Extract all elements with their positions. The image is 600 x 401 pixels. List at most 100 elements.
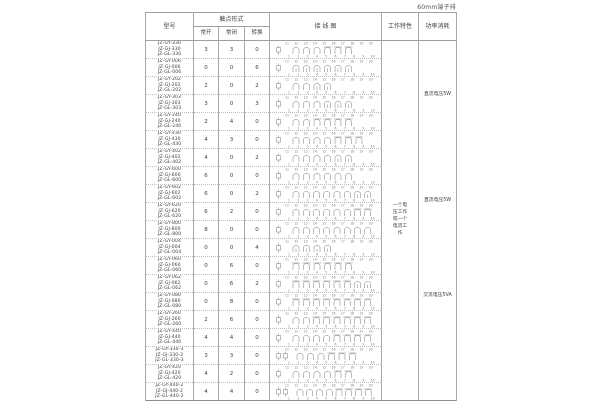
model-number: JZ-GY-430 [157,131,182,137]
svg-text:9: 9 [362,217,364,220]
svg-text:18: 18 [350,150,354,154]
svg-text:19: 19 [359,78,363,82]
model-number: JZ-GJ-420 [158,370,181,376]
svg-text:8: 8 [353,109,355,112]
model-number: JZ-GL-006 [157,70,182,76]
contact-count-co: 6 [244,58,270,77]
svg-text:13: 13 [303,312,307,316]
svg-text:2: 2 [297,343,299,346]
table-row: JZ-GY-202 JZ-GJ-202 JZ-GL-202 2 0 2 11 12 13 14 15… [145,76,457,95]
svg-text:5: 5 [325,55,327,58]
svg-text:9: 9 [362,343,364,346]
svg-text:5: 5 [325,397,327,400]
svg-text:2: 2 [297,361,299,364]
svg-text:19: 19 [359,312,363,316]
svg-text:15: 15 [322,96,326,100]
svg-text:15: 15 [322,294,326,298]
wiring-diagram-cell: 11 12 13 14 15 16 17 18 19 20 1 2 3 4 5 6 7 8 9 10 [269,328,382,347]
svg-text:9: 9 [362,109,364,112]
svg-text:9: 9 [362,163,364,166]
svg-text:13: 13 [303,258,307,262]
svg-text:8: 8 [353,343,355,346]
svg-text:12: 12 [294,258,298,262]
svg-text:4: 4 [315,55,317,58]
svg-text:5: 5 [325,325,327,328]
wiring-diagram-cell: 11 12 13 14 15 16 17 18 19 20 1 2 3 4 5 6 7 8 9 10 [269,148,382,167]
svg-text:15: 15 [322,348,326,352]
svg-text:1: 1 [288,73,290,76]
svg-text:18: 18 [350,330,354,334]
svg-text:7: 7 [343,307,345,310]
power-consumption-labels: 直流电压5W 直流电压5W 交流电压5VA [420,44,456,398]
svg-text:13: 13 [303,168,307,172]
svg-text:11: 11 [285,294,289,298]
model-number: JZ-GJ-303 [158,100,181,106]
model-cell: JZ-GY-060 JZ-GJ-060 JZ-GL-060 [145,256,194,275]
contact-count-no: 0 [193,256,219,275]
svg-text:8: 8 [353,73,355,76]
svg-text:4: 4 [315,145,317,148]
model-number: JZ-GY-440-2 [155,383,184,389]
model-number: JZ-GY-303 [157,95,182,101]
svg-text:6: 6 [334,127,336,130]
svg-text:13: 13 [303,204,307,208]
model-number: JZ-GL-240 [157,124,182,130]
svg-text:12: 12 [294,186,298,190]
svg-text:7: 7 [343,379,345,382]
wiring-diagram: 11 12 13 14 15 16 17 18 19 201 2 3 4 5 6 7 8 9 10 [275,114,374,130]
svg-text:1: 1 [288,181,290,184]
svg-text:6: 6 [334,199,336,202]
svg-text:13: 13 [303,96,307,100]
svg-text:7: 7 [343,109,345,112]
table-row: JZ-GY-080 JZ-GJ-080 JZ-GL-080 0 8 0 11 12 13 14 15… [145,292,457,311]
wiring-diagram-cell: 11 12 13 14 15 16 17 18 19 20 1 2 3 4 5 6 7 8 9 10 [269,346,382,365]
svg-text:18: 18 [350,276,354,280]
svg-text:7: 7 [343,55,345,58]
svg-text:1: 1 [288,343,290,346]
model-number: JZ-GL-080 [157,304,182,310]
svg-text:20: 20 [368,384,372,388]
svg-text:13: 13 [303,276,307,280]
svg-text:3: 3 [306,127,308,130]
svg-text:19: 19 [359,240,363,244]
svg-text:7: 7 [343,199,345,202]
svg-text:17: 17 [340,204,344,208]
contact-count-nc: 6 [218,256,245,275]
svg-text:18: 18 [350,132,354,136]
svg-text:19: 19 [359,330,363,334]
svg-text:17: 17 [340,294,344,298]
svg-text:3: 3 [306,199,308,202]
svg-text:18: 18 [350,348,354,352]
svg-text:3: 3 [306,55,308,58]
model-number: JZ-GL-440-2 [155,394,184,400]
table-row: JZ-GY-420 JZ-GJ-420 JZ-GL-420 4 2 0 11 12 13 14 15… [145,364,457,383]
contact-count-nc: 0 [218,76,245,95]
svg-text:13: 13 [303,150,307,154]
model-number: JZ-GJ-260 [158,316,181,322]
svg-text:10: 10 [370,91,374,94]
svg-text:7: 7 [343,217,345,220]
svg-text:3: 3 [306,397,308,400]
wiring-diagram: 11 12 13 14 15 16 17 18 19 201 2 3 4 5 6 7 8 9 10 [275,240,374,256]
svg-text:16: 16 [331,258,335,262]
svg-text:14: 14 [312,258,316,262]
svg-text:12: 12 [294,114,298,118]
svg-text:8: 8 [353,163,355,166]
svg-text:2: 2 [297,397,299,400]
header-wiring-diagram: 接 线 图 [269,12,382,41]
svg-text:12: 12 [294,366,298,370]
table-row: JZ-GY-602 JZ-GJ-602 JZ-GL-602 6 0 2 11 12 13 14 15… [145,184,457,203]
model-number: JZ-GY-330 [157,41,182,47]
svg-text:12: 12 [294,132,298,136]
svg-text:10: 10 [370,397,374,400]
svg-text:19: 19 [359,186,363,190]
svg-text:16: 16 [331,348,335,352]
model-number: JZ-GL-402 [157,160,182,166]
svg-text:5: 5 [325,109,327,112]
svg-text:3: 3 [306,73,308,76]
svg-text:4: 4 [315,235,317,238]
svg-text:11: 11 [285,168,289,172]
model-cell: JZ-GY-202 JZ-GJ-202 JZ-GL-202 [145,76,194,95]
svg-text:12: 12 [294,384,298,388]
model-cell: JZ-GY-006 JZ-GJ-006 JZ-GL-006 [145,58,194,77]
